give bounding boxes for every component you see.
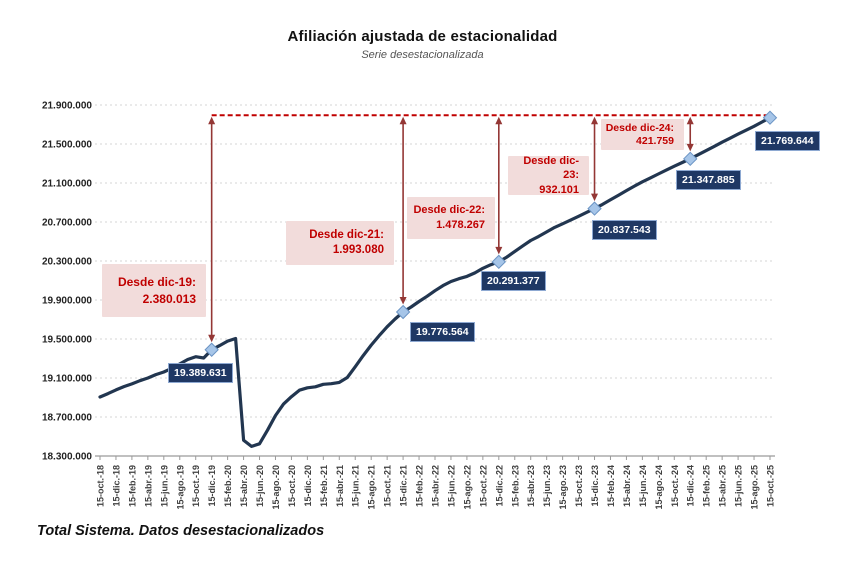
svg-text:15-feb.-25: 15-feb.-25	[702, 465, 712, 507]
svg-text:15-abr.-25: 15-abr.-25	[718, 465, 728, 507]
svg-text:21.500.000: 21.500.000	[42, 140, 92, 151]
svg-text:21.100.000: 21.100.000	[42, 179, 92, 190]
diamond-marker	[204, 342, 219, 357]
highlight-markers	[204, 110, 778, 357]
annotation-value: 1.993.080	[332, 244, 384, 256]
svg-text:15-ago.-21: 15-ago.-21	[367, 465, 377, 510]
annotation-box-desde-dic-23: Desde dic-23: 932.101	[508, 154, 589, 196]
svg-text:15-feb.-21: 15-feb.-21	[319, 465, 329, 507]
point-label-dic-21: 19.776.564	[410, 322, 475, 342]
svg-text:15-ago.-25: 15-ago.-25	[750, 465, 760, 510]
point-label-oct-25: 21.769.644	[755, 131, 820, 151]
svg-text:20.700.000: 20.700.000	[42, 218, 92, 229]
svg-text:15-jun.-24: 15-jun.-24	[638, 465, 648, 507]
annotation-value: 1.478.267	[436, 219, 485, 231]
svg-text:15-feb.-19: 15-feb.-19	[127, 465, 137, 507]
svg-text:19.500.000: 19.500.000	[42, 335, 92, 346]
difference-arrows	[208, 116, 694, 343]
svg-text:15-jun.-20: 15-jun.-20	[255, 465, 265, 507]
svg-text:15-feb.-20: 15-feb.-20	[223, 465, 233, 507]
svg-text:15-jun.-22: 15-jun.-22	[446, 465, 456, 507]
svg-text:18.700.000: 18.700.000	[42, 413, 92, 424]
svg-text:18.300.000: 18.300.000	[42, 452, 92, 463]
diamond-marker	[683, 151, 698, 167]
annotation-value: 932.101	[539, 183, 579, 196]
diamond-marker	[491, 254, 507, 270]
footer-note: Total Sistema. Datos desestacionalizados	[37, 523, 325, 539]
svg-text:15-oct.-24: 15-oct.-24	[670, 465, 680, 507]
svg-text:15-abr.-22: 15-abr.-22	[431, 465, 441, 507]
svg-text:15-feb.-24: 15-feb.-24	[606, 465, 616, 507]
svg-text:15-abr.-21: 15-abr.-21	[335, 465, 345, 507]
diamond-marker	[587, 201, 602, 216]
svg-text:15-dic.-22: 15-dic.-22	[494, 465, 504, 507]
svg-text:15-dic.-18: 15-dic.-18	[111, 465, 121, 507]
point-label-dic-22: 20.291.377	[481, 271, 546, 291]
chart-title: Afiliación ajustada de estacionalidad	[287, 28, 558, 45]
svg-text:15-ago.-24: 15-ago.-24	[654, 465, 664, 510]
svg-text:15-jun.-19: 15-jun.-19	[159, 465, 169, 507]
svg-text:15-dic.-24: 15-dic.-24	[686, 465, 696, 507]
svg-text:15-ago.-19: 15-ago.-19	[175, 465, 185, 510]
svg-text:15-ago.-23: 15-ago.-23	[558, 465, 568, 510]
svg-text:15-dic.-19: 15-dic.-19	[207, 465, 217, 507]
point-label-dic-23: 20.837.543	[592, 220, 657, 240]
svg-text:15-jun.-21: 15-jun.-21	[351, 465, 361, 507]
svg-text:20.300.000: 20.300.000	[42, 257, 92, 268]
annotation-box-desde-dic-21: Desde dic-21: 1.993.080	[286, 221, 394, 265]
svg-text:15-oct.-20: 15-oct.-20	[287, 465, 297, 507]
svg-text:15-dic.-20: 15-dic.-20	[303, 465, 313, 507]
point-label-dic-24: 21.347.885	[676, 170, 741, 190]
annotation-label: Desde dic-19:	[117, 274, 196, 289]
svg-text:19.100.000: 19.100.000	[42, 374, 92, 385]
annotation-value: 421.759	[636, 134, 674, 147]
chart-subtitle: Serie desestacionalizada	[361, 49, 484, 61]
svg-text:15-oct.-25: 15-oct.-25	[766, 465, 776, 507]
diamond-marker	[762, 110, 778, 125]
svg-text:15-jun.-23: 15-jun.-23	[542, 465, 552, 507]
y-axis-labels: 21.900.000 21.500.000 21.100.000 20.700.000…	[42, 101, 92, 463]
svg-text:15-abr.-24: 15-abr.-24	[622, 465, 632, 507]
svg-text:21.900.000: 21.900.000	[42, 101, 92, 112]
svg-text:15-jun.-25: 15-jun.-25	[734, 465, 744, 507]
annotation-label: Desde dic-23:	[523, 154, 579, 182]
svg-text:15-ago.-20: 15-ago.-20	[271, 465, 281, 510]
svg-text:15-dic.-21: 15-dic.-21	[399, 465, 409, 507]
svg-text:15-dic.-23: 15-dic.-23	[590, 465, 600, 507]
svg-text:19.900.000: 19.900.000	[42, 296, 92, 307]
annotation-label: Desde dic-22:	[413, 204, 485, 216]
svg-text:15-oct.-19: 15-oct.-19	[191, 465, 201, 507]
annotation-box-desde-dic-19: Desde dic-19: 2.380.013	[102, 264, 206, 317]
svg-text:15-feb.-22: 15-feb.-22	[415, 465, 425, 507]
svg-text:15-ago.-22: 15-ago.-22	[462, 465, 472, 510]
svg-text:15-abr.-20: 15-abr.-20	[239, 465, 249, 507]
svg-text:15-feb.-23: 15-feb.-23	[510, 465, 520, 507]
annotation-box-desde-dic-22: Desde dic-22: 1.478.267	[407, 197, 495, 239]
svg-text:15-abr.-23: 15-abr.-23	[526, 465, 536, 507]
svg-text:15-oct.-23: 15-oct.-23	[574, 465, 584, 507]
annotation-label: Desde dic-21:	[309, 228, 384, 241]
diamond-marker	[395, 304, 411, 320]
annotation-box-desde-dic-24: Desde dic-24: 421.759	[601, 119, 684, 150]
x-axis: 15-oct.-18 15-dic.-18 15-feb.-19 15-abr.-19…	[95, 455, 776, 510]
point-label-dic-19: 19.389.631	[168, 363, 233, 383]
svg-text:15-oct.-21: 15-oct.-21	[383, 465, 393, 507]
annotation-label: Desde dic-24:	[605, 121, 674, 134]
svg-text:15-oct.-18: 15-oct.-18	[96, 465, 106, 507]
annotation-value: 2.380.013	[142, 291, 196, 306]
svg-text:15-oct.-22: 15-oct.-22	[478, 465, 488, 507]
svg-text:15-abr.-19: 15-abr.-19	[143, 465, 153, 507]
